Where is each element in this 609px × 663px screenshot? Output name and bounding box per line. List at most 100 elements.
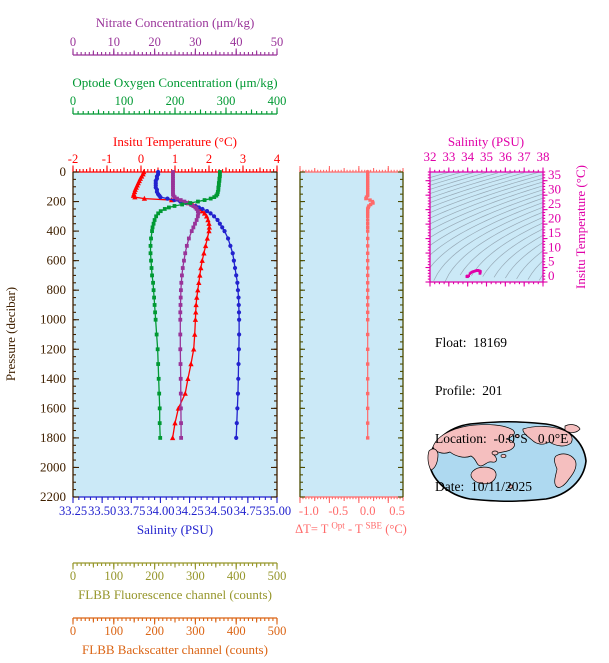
tick-label: 0 <box>548 268 555 283</box>
map-landmass <box>564 424 581 433</box>
tick-label: 32 <box>424 149 437 164</box>
tick-label: 33 <box>442 149 455 164</box>
tick-label: 0.0 <box>360 504 376 518</box>
map-landmass <box>470 466 497 485</box>
tick-label: 20 <box>148 35 161 49</box>
tick-label: 1800 <box>40 430 66 445</box>
fluorescence-axis-title: FLBB Fluorescence channel (counts) <box>78 587 272 602</box>
tick-label: 1 <box>172 152 178 166</box>
tick-label: -2 <box>68 152 78 166</box>
tick-label: 0 <box>70 94 76 108</box>
tick-label: 36 <box>499 149 513 164</box>
tick-label: 25 <box>548 196 561 211</box>
tick-label: 100 <box>104 569 123 583</box>
series-nitrate <box>171 170 201 440</box>
tick-label: 200 <box>47 194 67 209</box>
tick-label: 0 <box>70 35 76 49</box>
tick-label: 34.75 <box>234 504 262 518</box>
tick-label: 300 <box>186 569 205 583</box>
float-info-block: Float: 18169 Profile: 201 Location: -0.0… <box>435 303 568 527</box>
delta-t-title-sup2: SBE <box>366 521 383 531</box>
tick-label: 300 <box>186 624 205 638</box>
backscatter-axis-title: FLBB Backscatter channel (counts) <box>82 642 268 657</box>
tick-label: 500 <box>268 624 287 638</box>
tick-label: -1.0 <box>299 504 319 518</box>
series-delta-t <box>364 170 375 440</box>
nitrate-axis-title: Nitrate Concentration (μm/kg) <box>96 15 255 30</box>
tick-label: 2 <box>206 152 212 166</box>
tick-label: 1400 <box>40 371 66 386</box>
tick-label: 38 <box>537 149 550 164</box>
series-oxygen <box>148 170 222 440</box>
tick-label: 30 <box>189 35 202 49</box>
float-info-line: Profile: 201 <box>435 383 503 398</box>
tick-label: 200 <box>166 94 185 108</box>
tick-label: 50 <box>271 35 284 49</box>
delta-t-axis-title: ΔT= T Opt - T SBE (°C) <box>295 518 407 537</box>
delta-t-plot-area <box>300 172 403 497</box>
density-contours <box>429 171 544 282</box>
tick-label: 400 <box>47 223 67 238</box>
map-landmass <box>427 448 439 471</box>
tick-label: 33.75 <box>117 504 145 518</box>
tick-label: 33.50 <box>88 504 116 518</box>
tick-label: 0.5 <box>389 504 405 518</box>
delta-t-plot: -1.0 -0.5 0.0 0.5 <box>299 166 405 518</box>
tick-label: 4 <box>274 152 281 166</box>
float-info-line: Location: -0.0°S 0.0°E <box>435 431 569 446</box>
tick-label: 34.00 <box>146 504 174 518</box>
tick-label: 0 <box>60 164 67 179</box>
map-landmass <box>491 450 499 456</box>
oxygen-axis-title: Optode Oxygen Concentration (μm/kg) <box>72 75 277 90</box>
tick-label: 300 <box>217 94 236 108</box>
tick-label: 200 <box>145 624 164 638</box>
delta-t-title-pre: ΔT= T <box>295 522 329 536</box>
world-map <box>427 420 587 503</box>
ts-profile-curve <box>465 269 482 279</box>
series-temperature <box>130 169 212 441</box>
map-landmass <box>500 453 507 459</box>
tick-label: 0 <box>70 624 76 638</box>
tick-label: 10 <box>108 35 121 49</box>
ts-salinity-axis-title: Salinity (PSU) <box>448 134 524 149</box>
tick-label: 20 <box>548 210 561 225</box>
tick-label: 1600 <box>40 400 66 415</box>
nitrate-axis: 0 10 20 30 40 50 <box>70 35 284 56</box>
tick-label: 37 <box>518 149 532 164</box>
tick-label: 1200 <box>40 341 66 356</box>
map-landmass <box>514 434 520 438</box>
tick-label: 35 <box>548 167 561 182</box>
tick-label: 2000 <box>40 459 66 474</box>
tick-label: 40 <box>230 35 243 49</box>
profile-plot: 0 10 20 30 40 500 100 200 300 400-2 -1 0 1 2 3 433.25 33… <box>40 35 291 638</box>
float-info-line: Float: 18169 <box>435 335 508 350</box>
tick-label: 5 <box>548 254 555 269</box>
tick-label: 3 <box>240 152 246 166</box>
map-landmass <box>522 426 573 447</box>
tick-label: 100 <box>115 94 134 108</box>
tick-label: 10 <box>548 239 561 254</box>
tick-label: 500 <box>268 569 287 583</box>
fluorescence-axis: 0 100 200 300 400 500 <box>70 562 287 583</box>
tick-label: -1 <box>102 152 112 166</box>
ts-temperature-axis-title: Insitu Temperature (°C) <box>573 165 588 289</box>
tick-label: -0.5 <box>328 504 348 518</box>
temperature-axis: -2 -1 0 1 2 3 4 <box>68 152 281 173</box>
delta-t-title-mid: - T <box>348 522 363 536</box>
profile-plot-area <box>73 172 277 497</box>
tick-label: 34.25 <box>176 504 204 518</box>
pressure-axis: 0 200 400 600 800 1000 1200 1400 1600 1800 2000 220… <box>40 164 278 504</box>
tick-label: 400 <box>268 94 287 108</box>
map-landmass <box>507 483 514 490</box>
temperature-axis-title: Insitu Temperature (°C) <box>113 134 237 149</box>
delta-t-axis: -1.0 -0.5 0.0 0.5 <box>299 166 405 518</box>
map-landmass <box>554 453 577 488</box>
tick-label: 0 <box>138 152 144 166</box>
tick-label: 200 <box>145 569 164 583</box>
backscatter-axis: 0 100 200 300 400 500 <box>70 617 287 638</box>
tick-label: 35 <box>480 149 493 164</box>
